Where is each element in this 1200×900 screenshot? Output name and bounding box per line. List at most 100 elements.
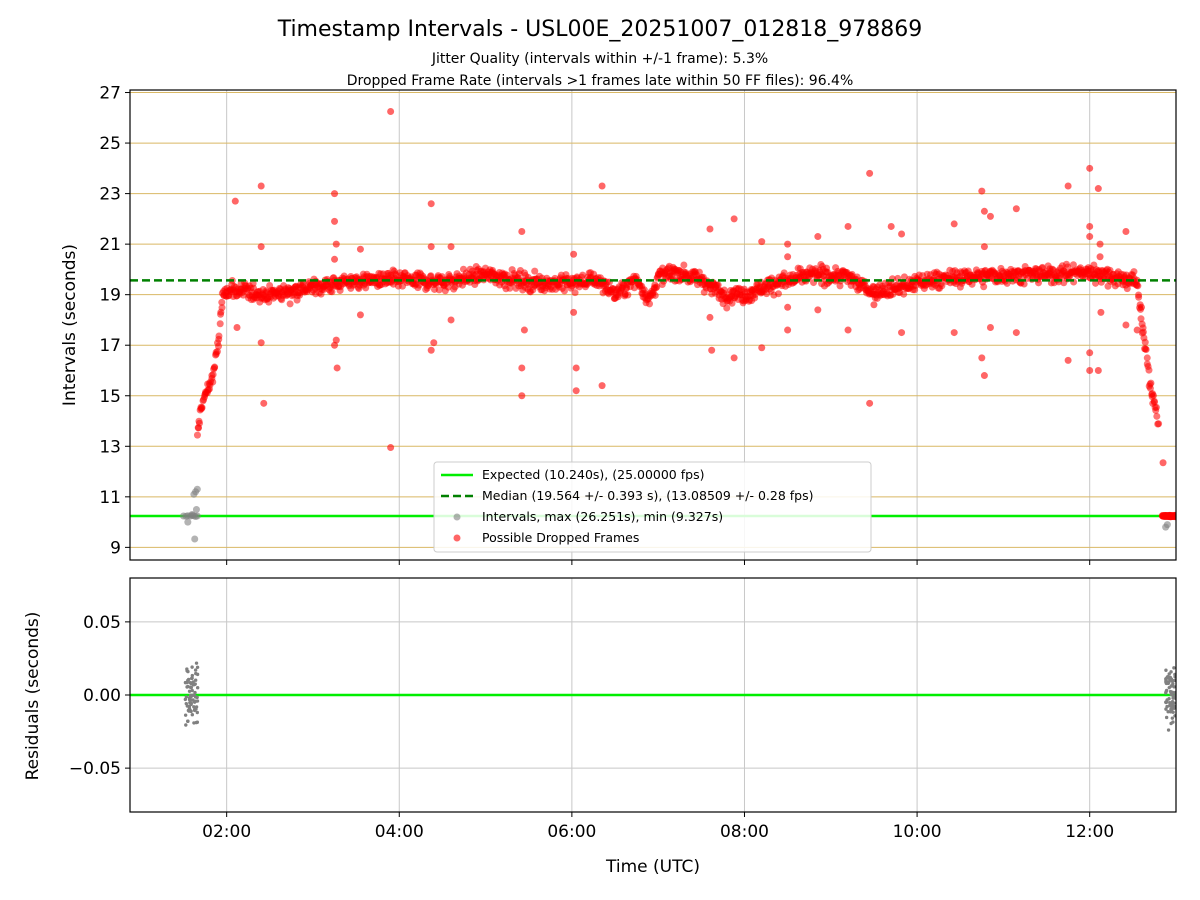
residual-point	[190, 713, 195, 717]
dropped-frame-outlier	[332, 336, 340, 344]
dropped-frame-point	[900, 290, 908, 298]
dropped-frame-point	[1069, 261, 1077, 269]
residual-point	[193, 682, 197, 686]
interval-point	[184, 518, 192, 526]
dropped-frame-point	[1163, 512, 1171, 520]
dropped-frame-point	[265, 298, 273, 306]
dropped-frame-outlier	[887, 222, 895, 230]
residual-point	[190, 673, 195, 678]
residual-point	[190, 665, 194, 669]
bottom-y-axis-label: Residuals (seconds)	[23, 612, 43, 781]
dropped-frame-point	[1147, 379, 1155, 387]
residual-point	[183, 680, 188, 685]
top-y-tick-label: 27	[99, 84, 121, 104]
dropped-frame-outlier	[387, 107, 395, 115]
top-y-tick-label: 13	[99, 437, 121, 457]
chart-title: Timestamp Intervals - USL00E_20251007_01…	[277, 17, 923, 42]
dropped-frame-outlier	[986, 324, 994, 332]
top-y-tick-label: 15	[99, 387, 121, 407]
dropped-frame-outlier	[518, 228, 526, 236]
dropped-frame-outlier	[257, 339, 265, 347]
dropped-frame-outlier	[708, 346, 716, 354]
dropped-frame-outlier	[572, 387, 580, 395]
residual-point	[1165, 675, 1170, 679]
legend-label-intervals: Intervals, max (26.251s), min (9.327s)	[482, 509, 723, 524]
dropped-frame-outlier	[870, 301, 878, 309]
residual-point	[1171, 682, 1175, 686]
dropped-frame-outlier	[784, 326, 792, 334]
dropped-frame-point	[1134, 282, 1142, 290]
dropped-frame-point	[695, 268, 703, 276]
dropped-frame-point	[780, 269, 788, 277]
residual-point	[1170, 716, 1175, 720]
dropped-frame-point	[218, 304, 226, 312]
residual-point	[190, 676, 194, 680]
residual-point	[1166, 681, 1170, 686]
dropped-frame-outlier	[1094, 185, 1102, 193]
dropped-frame-point	[1145, 366, 1153, 374]
dropped-frame-outlier	[1012, 205, 1020, 213]
residual-point	[186, 677, 191, 682]
dropped-frame-point	[216, 320, 224, 328]
dropped-frame-point	[728, 299, 736, 307]
dropped-frame-outlier	[706, 313, 714, 321]
intervals-plot: 9 11 13 15 17 19 21 23 25 27	[99, 84, 1177, 565]
residual-point	[1164, 668, 1168, 672]
top-y-tick-label: 23	[99, 185, 121, 205]
dropped-frame-point	[646, 300, 654, 308]
top-y-tick-label: 19	[99, 286, 121, 306]
residual-point	[1169, 721, 1173, 726]
dropped-frame-outlier	[1064, 356, 1072, 364]
dropped-frame-outlier	[706, 225, 714, 233]
dropped-frame-point	[193, 431, 201, 439]
dropped-frame-outlier	[331, 255, 339, 263]
residual-point	[1168, 710, 1173, 714]
dropped-frame-point	[980, 283, 988, 291]
dropped-frame-outlier	[387, 444, 395, 452]
residual-point	[1170, 700, 1175, 704]
dropped-frame-outlier	[356, 311, 364, 319]
dropped-frame-point	[653, 283, 661, 291]
residuals-plot: 02:00 04:00 06:00 08:00 10:00 12:00 −0.05 0.00 0…	[69, 577, 1177, 842]
legend-label-median: Median (19.564 +/- 0.393 s), (13.08509 +…	[482, 488, 813, 503]
dropped-frame-outlier	[1094, 366, 1102, 374]
residual-point	[195, 695, 199, 700]
dropped-frame-point	[723, 304, 731, 312]
residual-point	[185, 669, 189, 673]
top-plot-area	[130, 107, 1176, 543]
dropped-frame-point	[571, 289, 579, 297]
dropped-frame-point	[215, 332, 223, 340]
interval-point	[188, 511, 196, 519]
dropped-frame-point	[1020, 280, 1028, 288]
legend-box	[433, 461, 872, 553]
top-y-tick-label: 21	[99, 235, 121, 255]
dropped-frame-point	[210, 364, 218, 372]
residual-point	[195, 710, 200, 715]
residual-point	[193, 690, 197, 695]
interval-point	[192, 505, 200, 513]
residual-point	[192, 705, 196, 709]
dropped-frame-outlier	[260, 399, 268, 407]
dropped-frame-outlier	[758, 238, 766, 246]
top-y-tick-label: 25	[99, 134, 121, 154]
bottom-plot-frame	[129, 577, 1177, 813]
residual-point	[189, 685, 193, 690]
x-axis-label: Time (UTC)	[605, 857, 700, 877]
dropped-frame-point	[531, 267, 539, 275]
residual-point	[190, 693, 195, 698]
residual-point	[1171, 710, 1175, 714]
dropped-frame-point	[362, 284, 370, 292]
residual-point	[190, 688, 194, 693]
dropped-frame-outlier	[1086, 164, 1094, 172]
residual-point	[192, 700, 197, 704]
dropped-frame-outlier	[332, 240, 340, 248]
dropped-frame-outlier	[1086, 349, 1094, 357]
dropped-frame-point	[1143, 354, 1151, 362]
dropped-frame-point	[1130, 268, 1138, 276]
dropped-frame-outlier	[233, 324, 241, 332]
bottom-x-tick-label: 12:00	[1065, 822, 1114, 842]
dropped-frame-outlier	[814, 306, 822, 314]
dropped-frame-outlier	[427, 346, 435, 354]
residual-point	[195, 686, 200, 690]
